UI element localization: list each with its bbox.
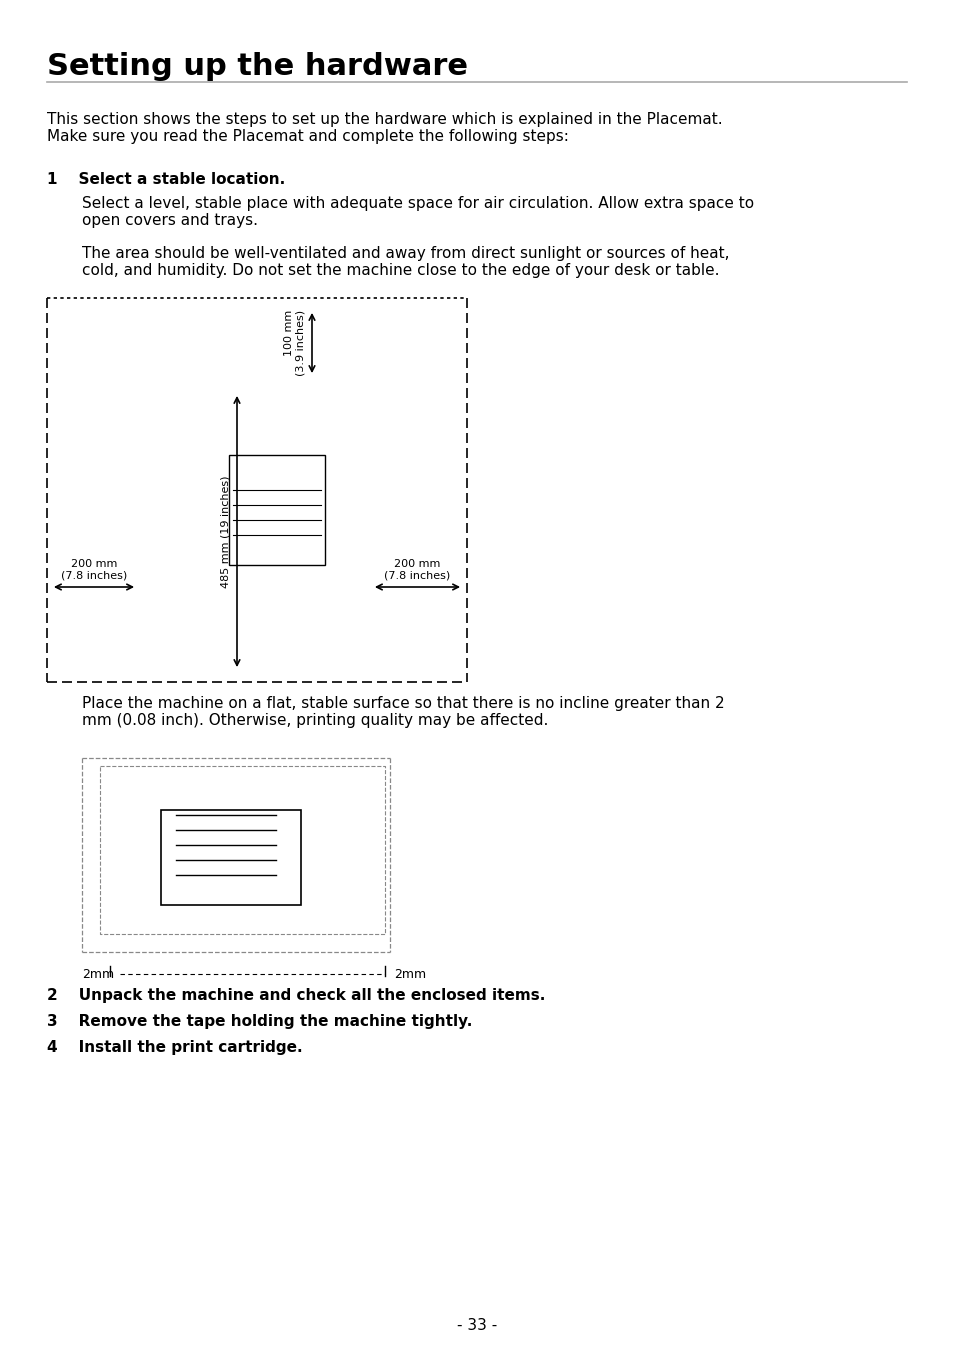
Text: This section shows the steps to set up the hardware which is explained in the Pl: This section shows the steps to set up t… — [47, 112, 721, 145]
Text: 1    Select a stable location.: 1 Select a stable location. — [47, 172, 285, 187]
Text: 200 mm
(7.8 inches): 200 mm (7.8 inches) — [61, 560, 127, 581]
Text: 2    Unpack the machine and check all the enclosed items.: 2 Unpack the machine and check all the e… — [47, 988, 545, 1003]
Text: 100 mm
(3.9 inches): 100 mm (3.9 inches) — [284, 310, 306, 376]
Text: - 33 -: - 33 - — [456, 1318, 497, 1333]
Text: Select a level, stable place with adequate space for air circulation. Allow extr: Select a level, stable place with adequa… — [82, 196, 753, 228]
Text: 3    Remove the tape holding the machine tightly.: 3 Remove the tape holding the machine ti… — [47, 1014, 472, 1029]
Text: Setting up the hardware: Setting up the hardware — [47, 51, 468, 81]
Bar — [161, 810, 301, 904]
Text: 2mm: 2mm — [394, 968, 426, 980]
Text: The area should be well-ventilated and away from direct sunlight or sources of h: The area should be well-ventilated and a… — [82, 246, 729, 279]
Bar — [229, 456, 325, 565]
Text: 2mm: 2mm — [82, 968, 114, 980]
Text: 4    Install the print cartridge.: 4 Install the print cartridge. — [47, 1040, 302, 1055]
Text: 485 mm (19 inches): 485 mm (19 inches) — [221, 476, 231, 588]
Text: 200 mm
(7.8 inches): 200 mm (7.8 inches) — [384, 560, 450, 581]
Text: Place the machine on a flat, stable surface so that there is no incline greater : Place the machine on a flat, stable surf… — [82, 696, 724, 729]
